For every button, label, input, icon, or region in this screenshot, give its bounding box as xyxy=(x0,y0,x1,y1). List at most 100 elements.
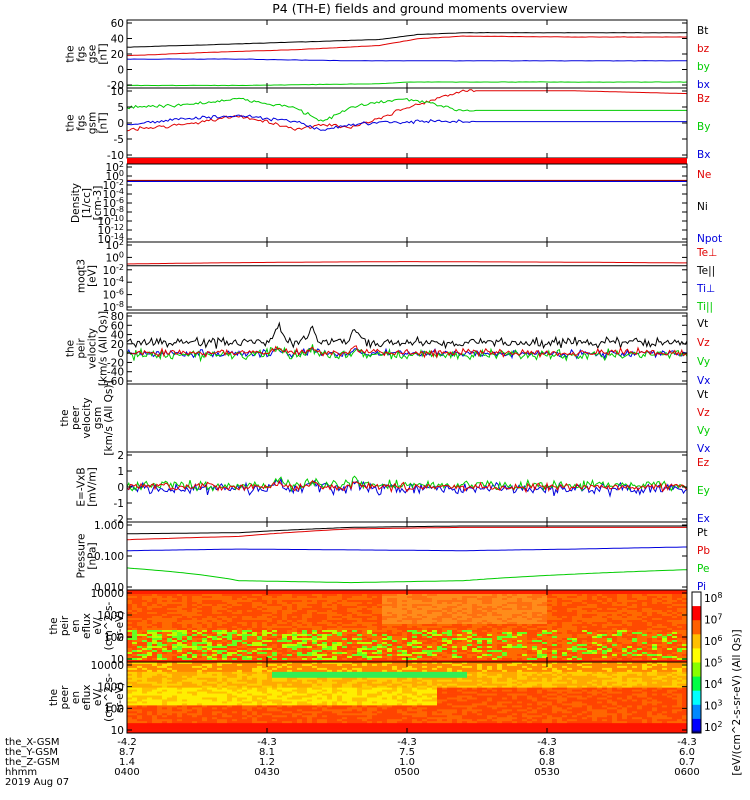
time-tick-label: 0530 xyxy=(534,767,559,778)
series-efield-ex xyxy=(126,477,688,498)
legend-ne: Ne xyxy=(697,169,711,181)
ylabel-line: velocity xyxy=(87,328,99,369)
legend-bx: bx xyxy=(697,79,710,91)
ylabel-line: Pressure xyxy=(76,534,88,579)
colorbar-cell xyxy=(692,620,701,624)
colorbar-cell xyxy=(692,716,701,720)
ytick-label: 0 xyxy=(117,65,124,77)
colorbar-cell xyxy=(692,700,701,703)
ytick-label: 5 xyxy=(117,102,124,114)
ephemeris-label: hhmm xyxy=(5,767,37,778)
ytick-label: 10 xyxy=(111,725,124,737)
colorbar-cell xyxy=(692,725,701,729)
panel-frame xyxy=(126,163,688,243)
ytick-label: 0 xyxy=(117,482,124,494)
ytick-label: -60 xyxy=(107,376,124,388)
ytick-label: 60 xyxy=(111,18,124,30)
series-peir_velocity-vx xyxy=(126,347,688,360)
ylabel-line: gse xyxy=(87,45,99,64)
ylabel-line: [km/s (All Qs)] xyxy=(98,311,110,386)
colorbar-cell xyxy=(692,615,701,619)
ytick-label: 1000 xyxy=(97,610,124,622)
ytick-label: 0.010 xyxy=(94,582,124,594)
colorbar-cell xyxy=(692,643,701,647)
ytick-label: -10 xyxy=(107,150,124,162)
colorbar-cell xyxy=(692,721,701,725)
ylabel-line: [km/s (All Qs)] xyxy=(103,380,115,455)
ylabel-line: Density xyxy=(70,183,82,223)
colorbar-cell xyxy=(692,707,701,710)
ylabel-line: gsm xyxy=(92,407,104,429)
colorbar-cell xyxy=(692,622,701,626)
ytick-label: 100 xyxy=(104,703,124,715)
legend-vx: Vx xyxy=(697,375,710,387)
panel-frame xyxy=(126,383,688,453)
series-temperature-te⊥ xyxy=(126,261,687,265)
ytick-label: 100 xyxy=(104,632,124,644)
ytick-label: 1 xyxy=(117,466,124,478)
ylabel-line: velocity xyxy=(81,397,93,438)
ytick-label: 1000 xyxy=(97,682,124,694)
legend-vy: Vy xyxy=(697,356,710,368)
ytick-label: 10 xyxy=(111,654,124,666)
ylabel-line: [cm-3] xyxy=(92,186,104,221)
series-fgs_gsm-by xyxy=(126,97,687,122)
series-pressure-pe xyxy=(126,567,688,584)
series-fgs_gse-bx xyxy=(126,81,688,87)
ephemeris-label: the_X-GSM xyxy=(5,737,59,748)
legend-by: by xyxy=(697,61,710,73)
legend-bt: Bt xyxy=(697,25,708,37)
colorbar-cell xyxy=(692,624,701,628)
colorbar-cell xyxy=(692,674,701,678)
legend-vy: Vy xyxy=(697,425,710,437)
colorbar-cell xyxy=(692,709,701,713)
colorbar-cell xyxy=(692,627,701,631)
panel-fgs_gse: 60 40 20 0 -20 thefgsgse[nT] Bt bz by bx xyxy=(65,18,710,92)
ylabel: thepeirvelocity[km/s (All Qs)] xyxy=(65,311,110,386)
ephemeris-value: 1.0 xyxy=(399,757,415,768)
colorbar-cell xyxy=(692,608,701,612)
ytick-label: 80 xyxy=(111,311,124,323)
ylabel-line: eflux xyxy=(81,685,93,711)
legend-by: By xyxy=(697,121,710,133)
legend-te||: Te|| xyxy=(696,265,715,277)
ylabel: moqt3[eV] xyxy=(76,259,99,293)
panel-peer_velocity: thepeervelocitygsm[km/s (All Qs)] Vt Vz Vy V… xyxy=(59,380,710,455)
ylabel-line: eflux xyxy=(81,613,93,639)
panel-frame xyxy=(126,241,688,311)
ytick-label: -1 xyxy=(114,498,124,510)
legend-bx: Bx xyxy=(697,149,710,161)
ylabel: E=-VxB[mV/m] xyxy=(76,467,99,506)
colorbar-cell xyxy=(692,655,701,659)
ytick-label: 20 xyxy=(111,339,124,351)
ylabel-line: the xyxy=(65,114,77,131)
ephemeris-value: -4.3 xyxy=(257,737,277,748)
ylabel-line: peir xyxy=(76,338,88,359)
ytick-label: -20 xyxy=(107,80,124,92)
legend-ni: Ni xyxy=(697,201,708,213)
panel-frame xyxy=(126,521,688,591)
ylabel-line: eV/ xyxy=(92,688,104,706)
colorbar-tick: 107 xyxy=(704,613,722,627)
colorbar-tick: 105 xyxy=(704,656,722,670)
ylabel-line: peer xyxy=(59,685,71,710)
colorbar: 108 107 106 105 104 103 102 [eV/(cm^2-s-sr-eV) … xyxy=(691,591,743,776)
ephemeris-value: -4.2 xyxy=(117,737,137,748)
series-pressure-pi xyxy=(127,546,687,552)
legend-ez: Ez xyxy=(697,457,710,469)
ylabel: Density[1/cc][cm-3] xyxy=(70,183,104,223)
colorbar-cell xyxy=(692,646,701,649)
colorbar-cell xyxy=(692,636,701,640)
ylabel-line: sr-eV) xyxy=(114,682,126,713)
legend-vz: Vz xyxy=(697,407,710,419)
legend-bz: Bz xyxy=(697,93,710,105)
ephemeris-value: 0.8 xyxy=(539,757,555,768)
colorbar-cell xyxy=(692,730,701,734)
ytick-label: 20 xyxy=(111,49,124,61)
ylabel-line: E=-VxB xyxy=(76,467,88,506)
panel-efield: 2 1 0 -1 -2 E=-VxB[mV/m] Ez Ey Ex xyxy=(76,450,710,526)
colorbar-cell xyxy=(692,688,701,692)
ylabel-line: the xyxy=(65,45,77,62)
